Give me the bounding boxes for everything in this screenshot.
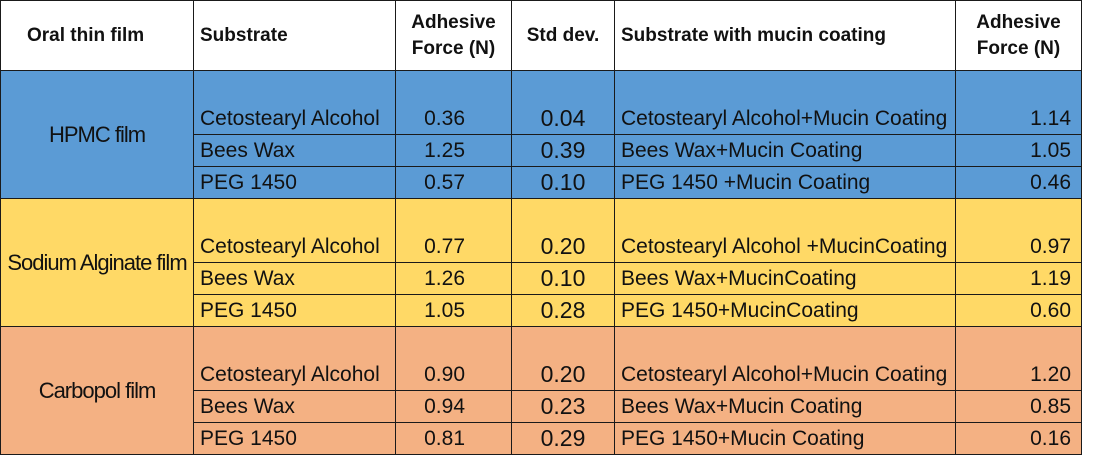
substrate-mucin-cell: Cetostearyl Alcohol+Mucin Coating bbox=[614, 326, 956, 391]
adhesive-force-cell: 1.25 bbox=[395, 134, 512, 167]
std-dev-cell: 0.29 bbox=[511, 422, 615, 455]
substrate-cell: PEG 1450 bbox=[193, 422, 396, 455]
std-dev-cell: 0.39 bbox=[511, 134, 615, 167]
substrate-mucin-cell: Bees Wax+Mucin Coating bbox=[614, 390, 956, 423]
substrate-mucin-cell: PEG 1450+Mucin Coating bbox=[614, 422, 956, 455]
std-dev-cell: 0.28 bbox=[511, 294, 615, 327]
table-header: Oral thin film Substrate Adhesive Force … bbox=[0, 0, 1082, 71]
adhesive-force-cell: 0.57 bbox=[395, 166, 512, 199]
substrate-cell: Cetostearyl Alcohol bbox=[193, 70, 396, 135]
substrate-cell: Bees Wax bbox=[193, 262, 396, 295]
adhesive-force-cell: 1.26 bbox=[395, 262, 512, 295]
mucin-force-cell: 1.19 bbox=[955, 262, 1082, 295]
substrate-cell: PEG 1450 bbox=[193, 294, 396, 327]
table-body: HPMC film Cetostearyl Alcohol 0.36 0.04 … bbox=[0, 70, 1082, 455]
mucin-force-cell: 0.85 bbox=[955, 390, 1082, 423]
adhesive-force-cell: 0.94 bbox=[395, 390, 512, 423]
table-row: Bees Wax 1.26 0.10 Bees Wax+MucinCoating… bbox=[1, 262, 1082, 295]
substrate-cell: Bees Wax bbox=[193, 134, 396, 167]
substrate-mucin-cell: PEG 1450 +Mucin Coating bbox=[614, 166, 956, 199]
std-dev-cell: 0.10 bbox=[511, 166, 615, 199]
header-adhesive-force-mucin: Adhesive Force (N) bbox=[955, 0, 1082, 71]
mucin-force-cell: 0.46 bbox=[955, 166, 1082, 199]
table-row: HPMC film Cetostearyl Alcohol 0.36 0.04 … bbox=[0, 70, 1082, 199]
mucin-force-cell: 1.05 bbox=[955, 134, 1082, 167]
substrate-cell: Cetostearyl Alcohol bbox=[193, 326, 396, 391]
adhesive-force-table: Oral thin film Substrate Adhesive Force … bbox=[0, 0, 1082, 455]
std-dev-cell: 0.20 bbox=[511, 198, 615, 263]
std-dev-cell: 0.10 bbox=[511, 262, 615, 295]
substrate-mucin-cell: Bees Wax+MucinCoating bbox=[614, 262, 956, 295]
header-oral-thin-film: Oral thin film bbox=[0, 0, 194, 71]
mucin-force-cell: 1.14 bbox=[955, 70, 1082, 135]
table-row: Bees Wax 1.25 0.39 Bees Wax+Mucin Coatin… bbox=[1, 134, 1082, 167]
header-std-dev: Std dev. bbox=[511, 0, 615, 71]
header-adhesive-force: Adhesive Force (N) bbox=[395, 0, 512, 71]
std-dev-cell: 0.04 bbox=[511, 70, 615, 135]
mucin-force-cell: 0.97 bbox=[955, 198, 1082, 263]
header-substrate-with-mucin: Substrate with mucin coating bbox=[614, 0, 956, 71]
mucin-force-cell: 0.16 bbox=[955, 422, 1082, 455]
film-group-label: Carbopol film bbox=[0, 326, 194, 455]
header-row: Oral thin film Substrate Adhesive Force … bbox=[0, 0, 1082, 71]
adhesive-force-cell: 0.90 bbox=[395, 326, 512, 391]
adhesive-force-cell: 0.81 bbox=[395, 422, 512, 455]
mucin-force-cell: 0.60 bbox=[955, 294, 1082, 327]
adhesive-force-cell: 0.77 bbox=[395, 198, 512, 263]
table-row: Bees Wax 0.94 0.23 Bees Wax+Mucin Coatin… bbox=[1, 390, 1082, 423]
header-substrate: Substrate bbox=[193, 0, 396, 71]
table-row: PEG 1450 1.05 0.28 PEG 1450+MucinCoating… bbox=[1, 294, 1082, 327]
std-dev-cell: 0.23 bbox=[511, 390, 615, 423]
std-dev-cell: 0.20 bbox=[511, 326, 615, 391]
substrate-cell: Bees Wax bbox=[193, 390, 396, 423]
film-group-label: HPMC film bbox=[0, 70, 194, 199]
adhesive-force-cell: 0.36 bbox=[395, 70, 512, 135]
substrate-mucin-cell: Bees Wax+Mucin Coating bbox=[614, 134, 956, 167]
table-row: PEG 1450 0.57 0.10 PEG 1450 +Mucin Coati… bbox=[1, 166, 1082, 199]
substrate-mucin-cell: Cetostearyl Alcohol+Mucin Coating bbox=[614, 70, 956, 135]
substrate-mucin-cell: PEG 1450+MucinCoating bbox=[614, 294, 956, 327]
mucin-force-cell: 1.20 bbox=[955, 326, 1082, 391]
film-group-label: Sodium Alginate film bbox=[0, 198, 194, 327]
table-row: Carbopol film Cetostearyl Alcohol 0.90 0… bbox=[0, 326, 1082, 455]
table-row: PEG 1450 0.81 0.29 PEG 1450+Mucin Coatin… bbox=[1, 422, 1082, 455]
substrate-cell: PEG 1450 bbox=[193, 166, 396, 199]
table-row: Sodium Alginate film Cetostearyl Alcohol… bbox=[0, 198, 1082, 327]
substrate-cell: Cetostearyl Alcohol bbox=[193, 198, 396, 263]
substrate-mucin-cell: Cetostearyl Alcohol +MucinCoating bbox=[614, 198, 956, 263]
adhesive-force-cell: 1.05 bbox=[395, 294, 512, 327]
